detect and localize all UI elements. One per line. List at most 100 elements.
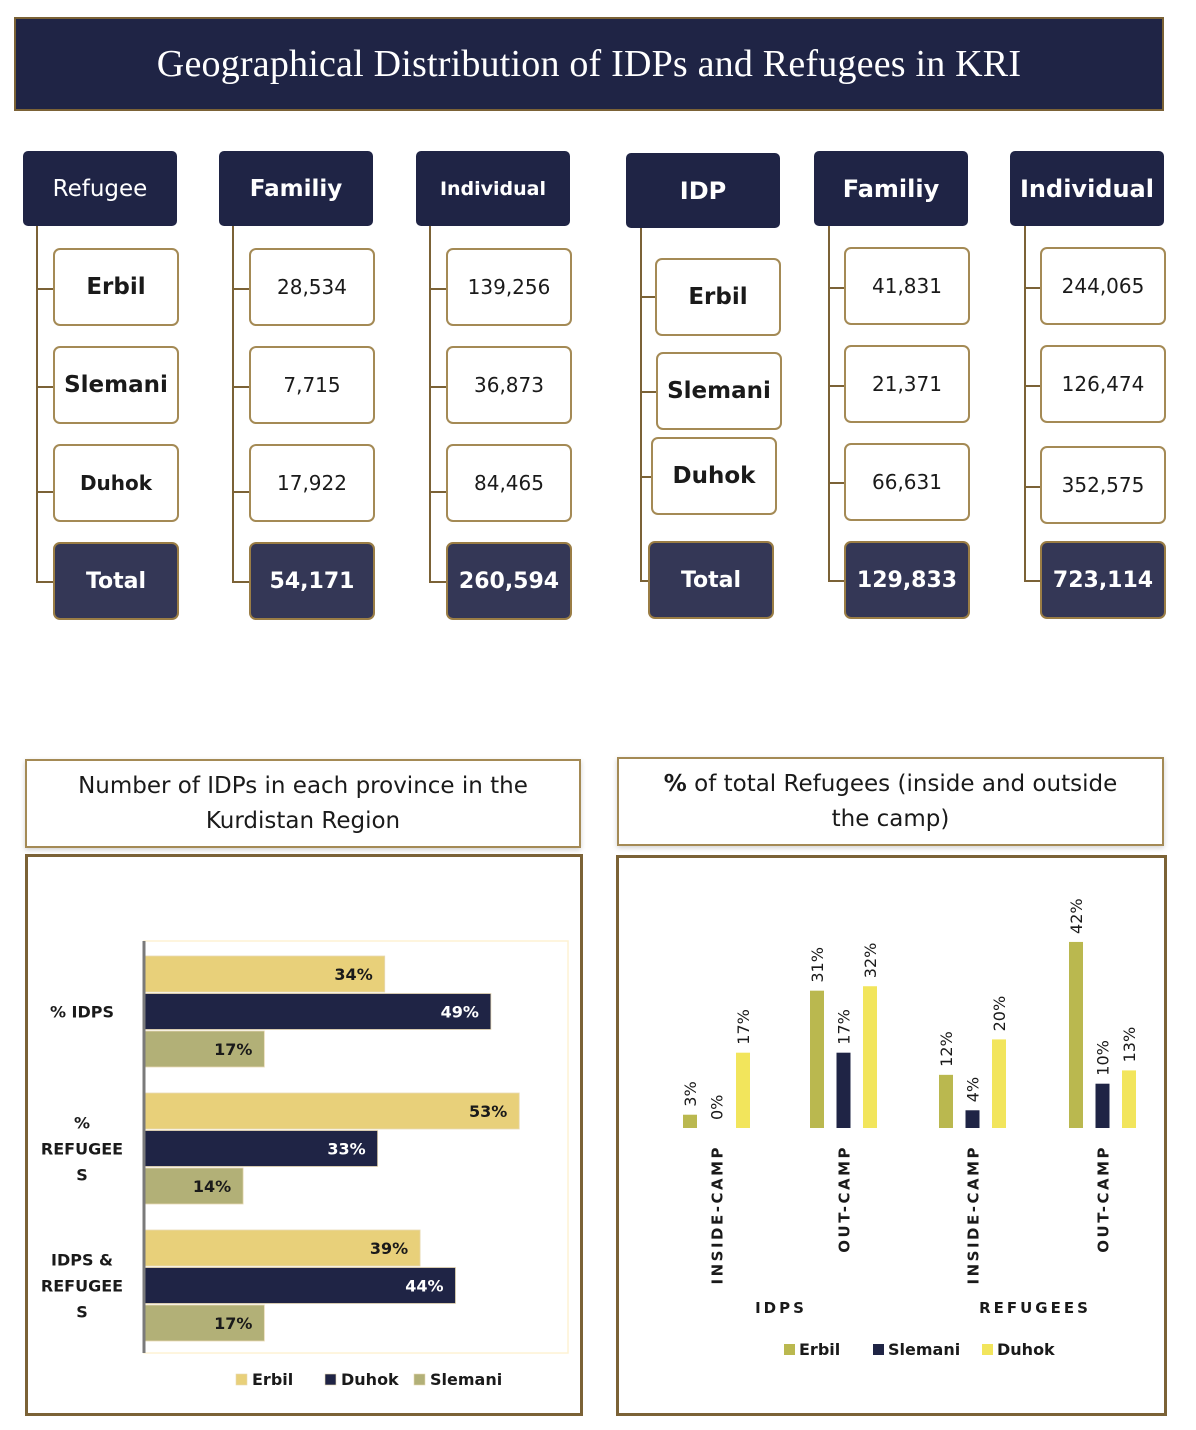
bar-slemani <box>143 1030 265 1068</box>
bar-slemani <box>143 1167 244 1205</box>
category-label: S <box>76 1166 88 1185</box>
refugee-family-erbil: 28,534 <box>249 248 375 326</box>
refugee-province-duhok: Duhok <box>53 444 179 522</box>
tree-connector <box>429 386 446 388</box>
left-chart-title-line2: Kurdistan Region <box>205 807 401 834</box>
tree-connector <box>1024 486 1041 488</box>
idp-province-erbil: Erbil <box>655 258 781 336</box>
group-label: IDPS <box>755 1299 807 1317</box>
bar-erbil <box>939 1074 953 1128</box>
category-label: OUT-CAMP <box>1095 1145 1113 1253</box>
idp-family-erbil: 41,831 <box>844 247 970 325</box>
bar-erbil <box>143 955 386 993</box>
legend-label-erbil: Erbil <box>799 1340 840 1359</box>
refugee-family-header: Familiy <box>219 151 373 226</box>
tree-connector <box>1024 226 1026 582</box>
data-label: 17% <box>835 1009 854 1045</box>
data-label: 32% <box>861 943 880 979</box>
tree-connector <box>429 491 446 493</box>
tree-connector <box>640 228 642 582</box>
data-label: 33% <box>327 1140 365 1159</box>
tree-connector <box>232 288 249 290</box>
legend-label-duhok: Duhok <box>997 1340 1055 1359</box>
bar-slemani <box>965 1110 980 1128</box>
legend-label-slemani: Slemani <box>430 1370 502 1389</box>
idp-family-total: 129,833 <box>844 541 970 619</box>
refugee-header: Refugee <box>23 151 177 226</box>
idp-header: IDP <box>626 153 780 228</box>
right-chart-title-line1: of total Refugees (inside and outside <box>686 771 1118 797</box>
tree-connector <box>828 385 845 387</box>
legend-label-duhok: Duhok <box>341 1370 399 1389</box>
bar-duhok <box>143 993 492 1030</box>
category-label: INSIDE-CAMP <box>965 1145 983 1284</box>
legend-swatch-slemani <box>413 1373 426 1386</box>
legend-label-slemani: Slemani <box>888 1340 960 1359</box>
data-label: 13% <box>1120 1027 1139 1063</box>
tree-connector <box>36 581 53 583</box>
legend-swatch-duhok <box>324 1373 337 1386</box>
legend-swatch-erbil <box>784 1344 795 1355</box>
refugee-individual-slemani: 36,873 <box>446 346 572 424</box>
category-label: REFUGEE <box>41 1140 123 1159</box>
data-label: 0% <box>708 1095 727 1120</box>
tree-connector <box>429 288 446 290</box>
left-chart-title: Number of IDPs in each province in the K… <box>25 759 581 848</box>
idp-province-duhok: Duhok <box>651 437 777 515</box>
refugee-individual-erbil: 139,256 <box>446 248 572 326</box>
bar-slemani <box>1095 1083 1110 1128</box>
idp-individual-total: 723,114 <box>1040 541 1166 619</box>
legend-swatch-slemani <box>873 1344 884 1355</box>
data-label: 17% <box>214 1040 252 1059</box>
left-chart-title-line1: Number of IDPs in each province in the <box>78 773 528 799</box>
idp-total-label: Total <box>648 541 774 619</box>
data-label: 42% <box>1067 898 1086 934</box>
tree-connector <box>429 226 431 582</box>
bar-duhok <box>736 1052 750 1128</box>
tree-connector <box>828 226 830 582</box>
refugee-family-duhok: 17,922 <box>249 444 375 522</box>
category-label: OUT-CAMP <box>836 1145 854 1253</box>
data-label: 3% <box>681 1081 700 1106</box>
tree-connector <box>36 288 53 290</box>
idp-family-header: Familiy <box>814 151 968 226</box>
data-label: 31% <box>808 947 827 983</box>
category-label: % <box>74 1114 90 1133</box>
refugee-total-label: Total <box>53 542 179 620</box>
refugee-individual-header: Individual <box>416 151 570 226</box>
tree-connector <box>640 391 656 393</box>
bar-erbil <box>143 1229 421 1267</box>
page-title-banner: Geographical Distribution of IDPs and Re… <box>14 17 1164 111</box>
category-label: S <box>76 1303 88 1322</box>
data-label: 34% <box>334 965 372 984</box>
category-label: % IDPS <box>50 1003 114 1022</box>
tree-connector <box>1024 385 1041 387</box>
right-chart-frame: 3% 0% 17% INSIDE-CAMP 31% 17% 32% OUT-CAMP 12% 4%… <box>616 855 1167 1416</box>
page-title: Geographical Distribution of IDPs and Re… <box>156 43 1022 85</box>
data-label: 53% <box>469 1102 507 1121</box>
bar-slemani <box>836 1052 851 1128</box>
tree-connector <box>429 581 446 583</box>
data-label: 12% <box>937 1031 956 1067</box>
category-label: IDPS & <box>51 1251 113 1270</box>
tree-connector <box>232 581 249 583</box>
right-chart-title-line2: the camp) <box>831 805 950 832</box>
legend-label-erbil: Erbil <box>252 1370 293 1389</box>
legend-swatch-duhok <box>982 1344 993 1355</box>
bar-duhok <box>143 1130 379 1167</box>
tree-connector <box>36 386 53 388</box>
refugee-family-slemani: 7,715 <box>249 346 375 424</box>
idp-individual-erbil: 244,065 <box>1040 247 1166 325</box>
bar-erbil <box>143 1092 520 1130</box>
data-label: 10% <box>1094 1040 1113 1076</box>
tree-connector <box>640 580 650 582</box>
legend-swatch-erbil <box>235 1373 248 1386</box>
data-label: 17% <box>214 1314 252 1333</box>
idp-family-duhok: 66,631 <box>844 443 970 521</box>
category-label: INSIDE-CAMP <box>709 1145 727 1284</box>
data-label: 4% <box>964 1077 983 1102</box>
idp-province-slemani: Slemani <box>656 352 782 430</box>
bar-duhok <box>1122 1070 1136 1128</box>
refugee-province-erbil: Erbil <box>53 248 179 326</box>
data-label: 17% <box>734 1009 753 1045</box>
